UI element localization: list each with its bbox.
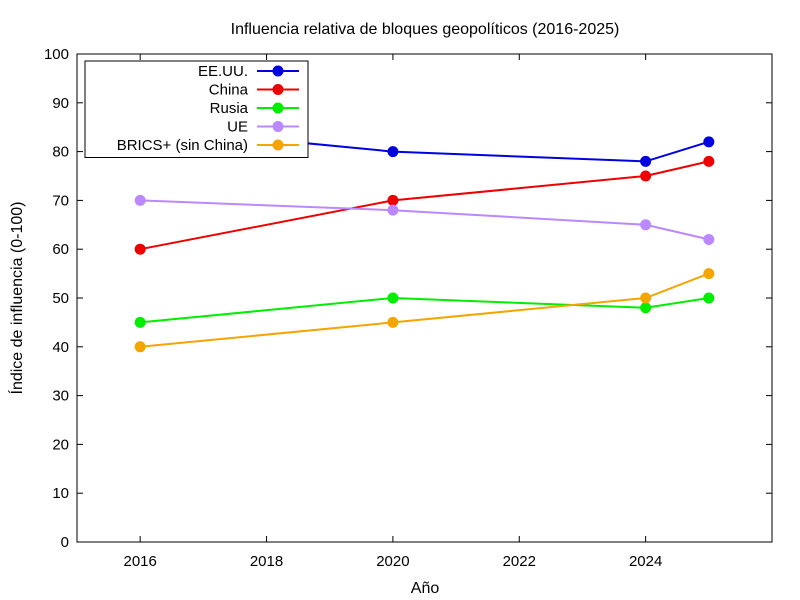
y-tick-label: 90 bbox=[52, 95, 69, 112]
data-point-ue bbox=[640, 219, 652, 231]
legend-label: EE.UU. bbox=[198, 63, 248, 80]
y-tick-label: 50 bbox=[52, 290, 69, 307]
data-point-ue bbox=[703, 233, 715, 245]
x-tick-label: 2020 bbox=[376, 553, 409, 570]
y-tick-label: 80 bbox=[52, 144, 69, 161]
legend-swatch-marker bbox=[272, 84, 284, 95]
data-point-ee-uu bbox=[387, 146, 399, 158]
legend-label: Rusia bbox=[210, 100, 249, 117]
data-point-china bbox=[134, 243, 146, 255]
data-point-china bbox=[387, 194, 399, 206]
y-tick-label: 10 bbox=[52, 485, 69, 502]
series-line-brics-sin-china bbox=[140, 272, 710, 348]
y-tick-label: 70 bbox=[52, 192, 69, 209]
x-tick-label: 2016 bbox=[123, 553, 156, 570]
data-point-china bbox=[640, 170, 652, 182]
y-tick-label: 60 bbox=[52, 241, 69, 258]
data-point-ee-uu bbox=[640, 155, 652, 167]
legend-swatch-marker bbox=[272, 102, 284, 114]
legend-box bbox=[84, 60, 309, 158]
y-tick-label: 40 bbox=[52, 339, 69, 356]
y-tick-label: 0 bbox=[61, 534, 69, 551]
legend-label: BRICS+ (sin China) bbox=[117, 137, 248, 154]
legend-swatch-marker bbox=[272, 121, 284, 132]
y-tick-label: 30 bbox=[52, 388, 69, 405]
plot-frame bbox=[76, 53, 773, 543]
series-line-ue bbox=[140, 199, 710, 241]
data-point-brics-sin-china bbox=[134, 341, 146, 353]
axis-ticks: 0 10 20 30 40 50 60 70 80 90 100 2016 2018 2020 2022 20… bbox=[44, 46, 772, 570]
data-point-rusia bbox=[134, 316, 146, 328]
legend-swatch-marker bbox=[272, 139, 284, 151]
data-point-ue bbox=[134, 194, 146, 206]
data-point-rusia bbox=[387, 292, 399, 304]
x-tick-label: 2022 bbox=[503, 553, 536, 570]
series-line-china bbox=[140, 160, 710, 251]
y-tick-label: 20 bbox=[52, 436, 69, 453]
legend-label: China bbox=[209, 82, 249, 99]
data-point-rusia bbox=[703, 292, 715, 304]
legend-swatch-marker bbox=[272, 65, 284, 77]
data-point-brics-sin-china bbox=[640, 292, 652, 304]
chart-title: Influencia relativa de bloques geopolíti… bbox=[231, 21, 620, 38]
y-axis-label: Índice de influencia (0-100) bbox=[7, 201, 26, 394]
data-point-ue bbox=[387, 204, 399, 216]
data-point-brics-sin-china bbox=[703, 268, 715, 280]
x-tick-label: 2024 bbox=[629, 553, 662, 570]
legend-label: UE bbox=[227, 119, 248, 136]
data-point-brics-sin-china bbox=[387, 316, 399, 328]
data-point-rusia bbox=[640, 302, 652, 314]
series-line-rusia bbox=[140, 296, 709, 324]
data-point-ee-uu bbox=[703, 136, 715, 148]
data-point-china bbox=[703, 155, 715, 167]
x-axis-label: Año bbox=[411, 580, 440, 597]
x-tick-label: 2018 bbox=[250, 553, 283, 570]
y-tick-label: 100 bbox=[44, 46, 69, 63]
